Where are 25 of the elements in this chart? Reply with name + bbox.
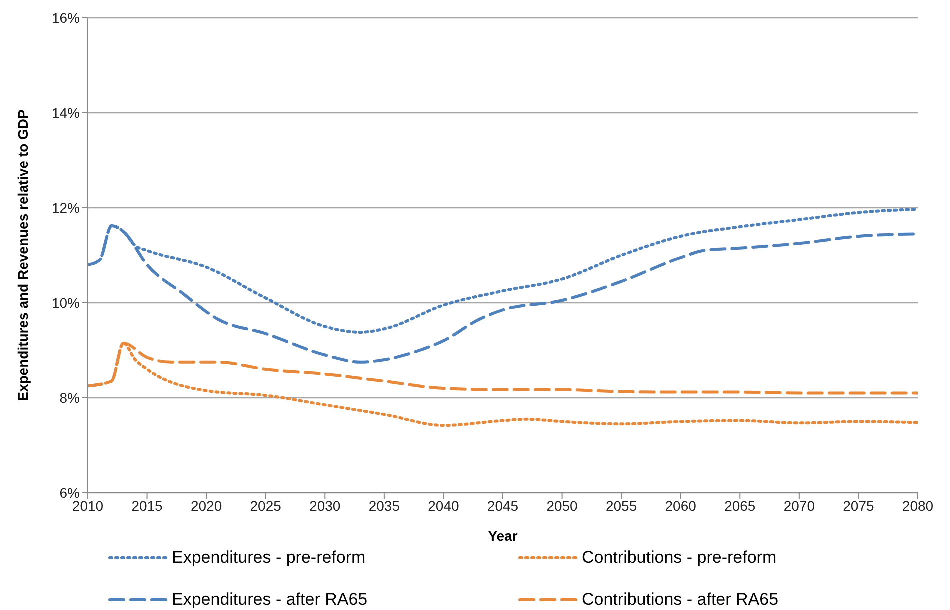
y-tick-label: 8% <box>60 390 80 406</box>
x-tick-label: 2045 <box>487 498 519 514</box>
y-tick-label: 12% <box>52 200 80 216</box>
x-tick-label: 2080 <box>902 498 934 514</box>
x-tick-label: 2020 <box>190 498 222 514</box>
x-tick-label: 2035 <box>368 498 400 514</box>
y-tick-label: 10% <box>52 294 80 311</box>
legend-label: Contributions - after RA65 <box>582 590 779 610</box>
x-axis-title: Year <box>488 528 518 544</box>
x-tick-label: 2065 <box>724 498 756 514</box>
legend-label: Contributions - pre-reform <box>582 548 777 568</box>
legend-label: Expenditures - after RA65 <box>172 590 368 610</box>
x-tick-label: 2050 <box>546 498 578 514</box>
x-tick-label: 2025 <box>250 498 282 514</box>
x-tick-label: 2040 <box>428 498 460 514</box>
legend-label: Expenditures - pre-reform <box>172 548 366 568</box>
y-tick-label: 14% <box>52 104 80 121</box>
x-tick-label: 2055 <box>606 498 638 514</box>
x-tick-label: 2070 <box>784 498 816 514</box>
x-tick-label: 2060 <box>665 498 697 514</box>
x-tick-label: 2075 <box>843 498 874 514</box>
x-tick-label: 2015 <box>132 498 164 514</box>
x-tick-label: 2030 <box>310 498 341 514</box>
y-tick-label: 16% <box>52 10 80 26</box>
y-axis-title: Expenditures and Revenues relative to GDP <box>14 110 31 402</box>
